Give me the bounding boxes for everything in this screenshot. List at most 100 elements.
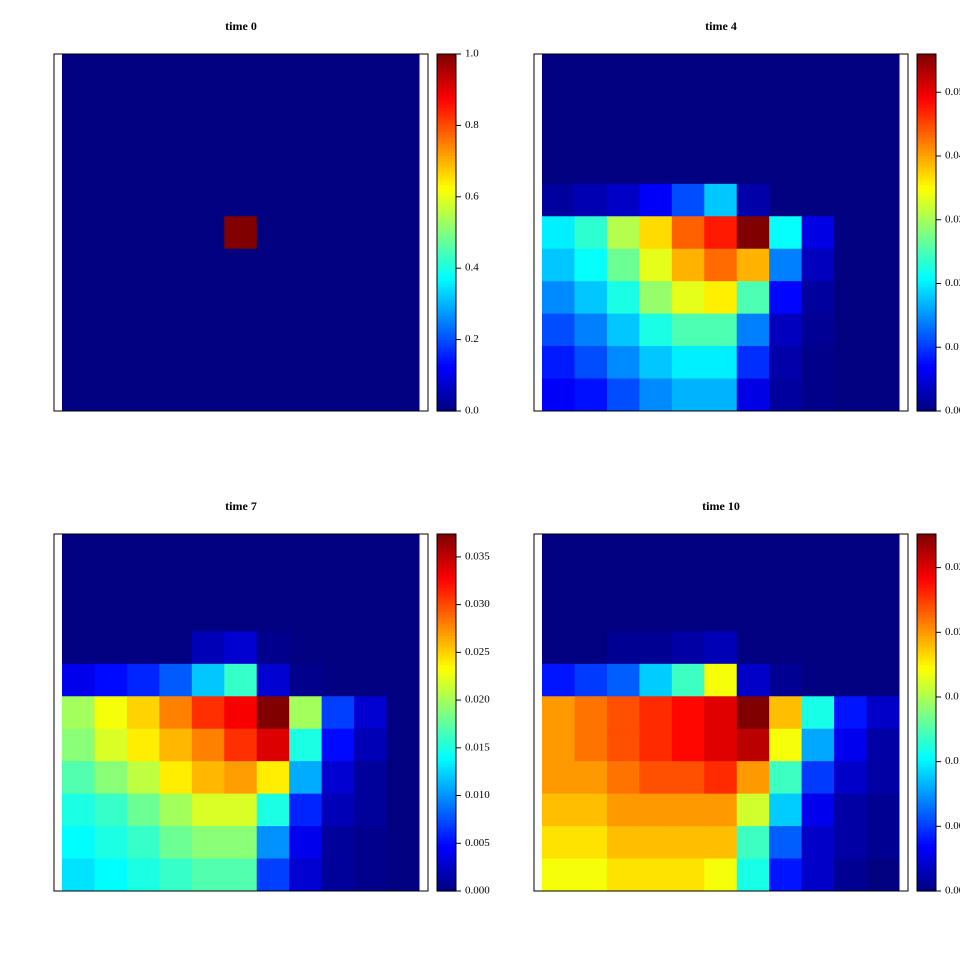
heatmap-cell xyxy=(769,281,803,315)
colorbar-swatch xyxy=(917,584,936,589)
colorbar-swatch xyxy=(917,733,936,737)
colorbar-swatch xyxy=(437,840,456,844)
colorbar-swatch xyxy=(437,208,456,213)
heatmap-cell xyxy=(866,281,900,315)
colorbar-swatch xyxy=(437,852,456,856)
colorbar-swatch xyxy=(437,658,456,663)
colorbar-swatch xyxy=(437,578,456,583)
colorbar-swatch xyxy=(917,104,936,109)
colorbar-swatch xyxy=(437,366,456,370)
heatmap-cell xyxy=(769,216,803,250)
colorbar-swatch xyxy=(917,712,936,717)
colorbar-swatch xyxy=(917,366,936,370)
colorbar-swatch xyxy=(917,297,936,302)
colorbar-swatch xyxy=(437,626,456,630)
heatmap-cell xyxy=(354,631,388,665)
heatmap-cell xyxy=(386,696,420,730)
heatmap-cell xyxy=(94,118,128,152)
colorbar-swatch xyxy=(917,360,936,364)
colorbar-swatch xyxy=(917,593,936,598)
heatmap-cell xyxy=(606,151,640,185)
heatmap-cell xyxy=(126,793,160,827)
heatmap-cell xyxy=(736,631,770,665)
colorbar-swatch xyxy=(917,348,936,353)
colorbar-swatch xyxy=(437,232,456,237)
colorbar-swatch xyxy=(437,789,456,794)
heatmap-cell xyxy=(289,216,323,250)
colorbar-swatch xyxy=(437,676,456,681)
colorbar-swatch xyxy=(437,834,456,839)
heatmap-cell xyxy=(321,346,355,380)
heatmap-cell xyxy=(574,248,608,282)
heatmap-cell xyxy=(256,631,290,665)
heatmap-cell xyxy=(606,696,640,730)
colorbar-swatch xyxy=(437,408,456,412)
heatmap-cell xyxy=(191,761,225,795)
colorbar-swatch xyxy=(437,271,456,275)
colorbar-swatch xyxy=(437,599,456,604)
heatmap-cell xyxy=(542,54,575,87)
colorbar-swatch xyxy=(917,309,936,314)
heatmap-cell xyxy=(704,54,738,87)
colorbar-tick-label: 0.010 xyxy=(465,789,490,801)
colorbar-swatch xyxy=(437,167,456,171)
heatmap-cell xyxy=(639,183,673,217)
heatmap-cell xyxy=(191,54,225,87)
heatmap-cell xyxy=(769,248,803,282)
heatmap-cell xyxy=(126,378,160,412)
heatmap-cell xyxy=(671,54,705,87)
heatmap-cell xyxy=(606,281,640,315)
heatmap-cell xyxy=(126,598,160,632)
heatmap-cell xyxy=(224,793,258,827)
heatmap-cell xyxy=(126,313,160,347)
heatmap-cell xyxy=(94,86,128,120)
heatmap-cell xyxy=(542,346,575,380)
heatmap-cell xyxy=(671,696,705,730)
heatmap-cell xyxy=(94,248,128,282)
heatmap-cell xyxy=(159,281,193,315)
heatmap-cell xyxy=(769,566,803,600)
colorbar-swatch xyxy=(437,858,456,862)
colorbar-swatch xyxy=(917,289,936,293)
colorbar-swatch xyxy=(917,534,936,538)
heatmap-cell xyxy=(62,793,95,827)
colorbar-swatch xyxy=(437,137,456,141)
heatmap-cell xyxy=(769,534,803,567)
colorbar-swatch xyxy=(917,876,936,880)
colorbar-swatch xyxy=(437,534,456,538)
colorbar-swatch xyxy=(437,644,456,648)
colorbar-swatch xyxy=(917,68,936,73)
heatmap-cell xyxy=(704,696,738,730)
heatmap-cell xyxy=(289,696,323,730)
heatmap-cell xyxy=(354,858,388,892)
heatmap-cell xyxy=(289,248,323,282)
colorbar-swatch xyxy=(917,763,936,767)
colorbar-swatch xyxy=(437,152,456,156)
heatmap-cell xyxy=(386,281,420,315)
colorbar-swatch xyxy=(437,608,456,612)
heatmap-cell xyxy=(736,151,770,185)
heatmap-cell xyxy=(671,793,705,827)
colorbar-swatch xyxy=(917,199,936,204)
heatmap-cell xyxy=(606,566,640,600)
colorbar-tick-label: 0.005 xyxy=(945,820,960,832)
heatmap-cell xyxy=(354,346,388,380)
colorbar-swatch xyxy=(437,846,456,850)
heatmap-cell xyxy=(159,216,193,250)
colorbar-swatch xyxy=(437,611,456,615)
colorbar-swatch xyxy=(917,396,936,400)
colorbar-swatch xyxy=(437,706,456,711)
colorbar-swatch xyxy=(437,119,456,124)
colorbar-swatch xyxy=(917,134,936,138)
colorbar-swatch xyxy=(917,143,936,147)
heatmap-cell xyxy=(736,313,770,347)
colorbar-tick-label: 0.015 xyxy=(465,741,490,753)
colorbar-tick-label: 0.05 xyxy=(945,86,960,98)
colorbar-swatch xyxy=(437,199,456,204)
colorbar-swatch xyxy=(917,644,936,648)
heatmap-cell xyxy=(704,728,738,762)
colorbar-swatch xyxy=(437,682,456,687)
colorbar-swatch xyxy=(437,647,456,651)
heatmap-cell xyxy=(126,858,160,892)
colorbar-swatch xyxy=(437,739,456,743)
